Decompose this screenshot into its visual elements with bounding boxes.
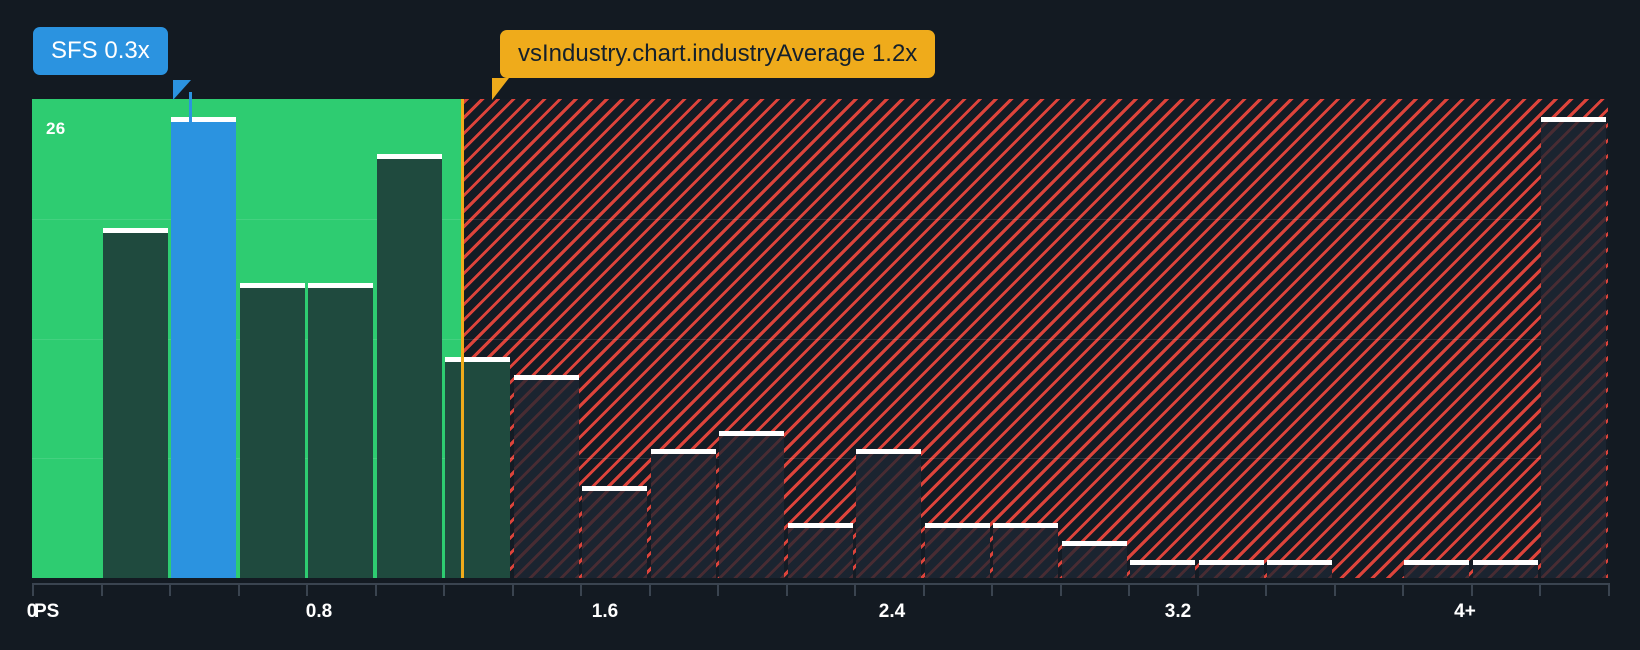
x-axis-label: 0.8 (305, 601, 333, 622)
x-tick (375, 583, 377, 596)
bar[interactable] (1130, 560, 1195, 578)
x-tick (512, 583, 514, 596)
bar-cap (993, 523, 1058, 528)
bar[interactable] (308, 283, 373, 578)
bar-cap (1404, 560, 1469, 565)
bar-cap (788, 523, 853, 528)
bar[interactable] (514, 375, 579, 578)
x-tick (1608, 583, 1610, 596)
x-tick (649, 583, 651, 596)
x-tick (580, 583, 582, 596)
bar-cap (1267, 560, 1332, 565)
x-tick (1539, 583, 1541, 596)
company-callout-tail (173, 80, 191, 100)
bar[interactable] (1541, 117, 1606, 578)
x-tick (1265, 583, 1267, 596)
bar[interactable] (445, 357, 510, 578)
bar[interactable] (240, 283, 305, 578)
bar[interactable] (171, 117, 236, 578)
x-axis-label: 1.6 (591, 601, 619, 622)
bar[interactable] (788, 523, 853, 578)
bar-cap (1473, 560, 1538, 565)
x-axis-line (32, 583, 1608, 585)
x-tick (1060, 583, 1062, 596)
bar-cap (1541, 117, 1606, 122)
bar[interactable] (651, 449, 716, 578)
bar-cap (925, 523, 990, 528)
bar-cap (514, 375, 579, 380)
gridline (32, 219, 1608, 220)
bar[interactable] (1062, 541, 1127, 578)
bar-cap (651, 449, 716, 454)
bar[interactable] (1199, 560, 1264, 578)
x-axis-label: 3.2 (1164, 601, 1192, 622)
x-tick (923, 583, 925, 596)
x-tick (1128, 583, 1130, 596)
bar[interactable] (1473, 560, 1538, 578)
bar-cap (582, 486, 647, 491)
x-tick (306, 583, 308, 596)
bar[interactable] (582, 486, 647, 578)
x-tick (1402, 583, 1404, 596)
x-tick (1471, 583, 1473, 596)
bar-cap (856, 449, 921, 454)
bar[interactable] (719, 431, 784, 578)
bar-cap (445, 357, 510, 362)
x-axis-prefix-label: PS (34, 601, 60, 622)
bar[interactable] (993, 523, 1058, 578)
x-tick (32, 583, 34, 596)
x-tick (786, 583, 788, 596)
company-callout[interactable]: SFS 0.3x (33, 27, 168, 75)
bar-cap (1199, 560, 1264, 565)
x-tick (443, 583, 445, 596)
industry-average-callout[interactable]: vsIndustry.chart.industryAverage 1.2x (500, 30, 936, 78)
y-max-label: 26 (46, 119, 66, 138)
bar[interactable] (856, 449, 921, 578)
plot-area: 26 No. of Companies (32, 99, 1608, 578)
overvalued-zone (461, 99, 1608, 578)
x-tick (717, 583, 719, 596)
x-tick (101, 583, 103, 596)
x-tick (1334, 583, 1336, 596)
industry-average-callout-tail (492, 78, 509, 100)
x-tick (238, 583, 240, 596)
bar-cap (377, 154, 442, 159)
bar-cap (240, 283, 305, 288)
x-axis-label: 2.4 (878, 601, 906, 622)
x-axis-label: 0 (26, 601, 38, 622)
bar-cap (308, 283, 373, 288)
bar-cap (1130, 560, 1195, 565)
gridline (32, 339, 1608, 340)
company-callout-stem (189, 92, 192, 122)
industry-average-line (460, 99, 464, 578)
x-tick (169, 583, 171, 596)
bar[interactable] (1404, 560, 1469, 578)
gridline (32, 458, 1608, 459)
x-tick (854, 583, 856, 596)
bar-cap (171, 117, 236, 122)
x-axis-label: 4+ (1454, 601, 1476, 622)
bar-cap (1062, 541, 1127, 546)
x-tick (1197, 583, 1199, 596)
x-tick (991, 583, 993, 596)
bar[interactable] (377, 154, 442, 578)
bar[interactable] (925, 523, 990, 578)
bar-cap (103, 228, 168, 233)
bar[interactable] (103, 228, 168, 578)
bar-cap (719, 431, 784, 436)
bar[interactable] (1267, 560, 1332, 578)
